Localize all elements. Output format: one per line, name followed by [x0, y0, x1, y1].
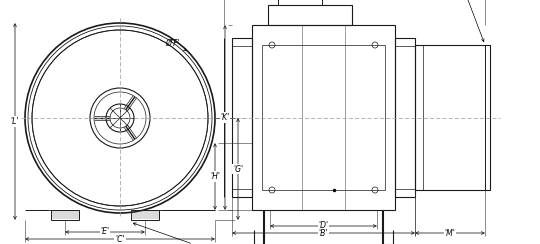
Text: 'L': 'L' — [11, 117, 19, 126]
Text: Ø'F': Ø'F' — [165, 39, 186, 51]
Text: THERMISTOR ENTRY
M20 x 1.5-6H: THERMISTOR ENTRY M20 x 1.5-6H — [422, 0, 489, 42]
Text: MOUNTING HOLE Ø'J': MOUNTING HOLE Ø'J' — [133, 223, 245, 244]
Bar — [395, 38, 415, 197]
Bar — [262, 45, 385, 190]
Text: 'H': 'H' — [210, 172, 220, 181]
Bar — [232, 38, 252, 197]
Bar — [268, 5, 352, 25]
Bar — [131, 210, 159, 220]
Text: 'M': 'M' — [444, 228, 455, 237]
Text: 'K': 'K' — [220, 113, 230, 122]
Bar — [415, 45, 490, 190]
Text: 'E': 'E' — [100, 227, 110, 236]
Bar — [51, 210, 79, 220]
Text: 'B': 'B' — [319, 228, 328, 237]
Text: 'D': 'D' — [319, 222, 328, 231]
Text: CABLE ENTRY 'N': CABLE ENTRY 'N' — [0, 243, 1, 244]
Bar — [252, 25, 395, 210]
Text: 'C': 'C' — [115, 234, 125, 244]
Text: 'G': 'G' — [233, 164, 243, 173]
Bar — [278, 0, 322, 5]
